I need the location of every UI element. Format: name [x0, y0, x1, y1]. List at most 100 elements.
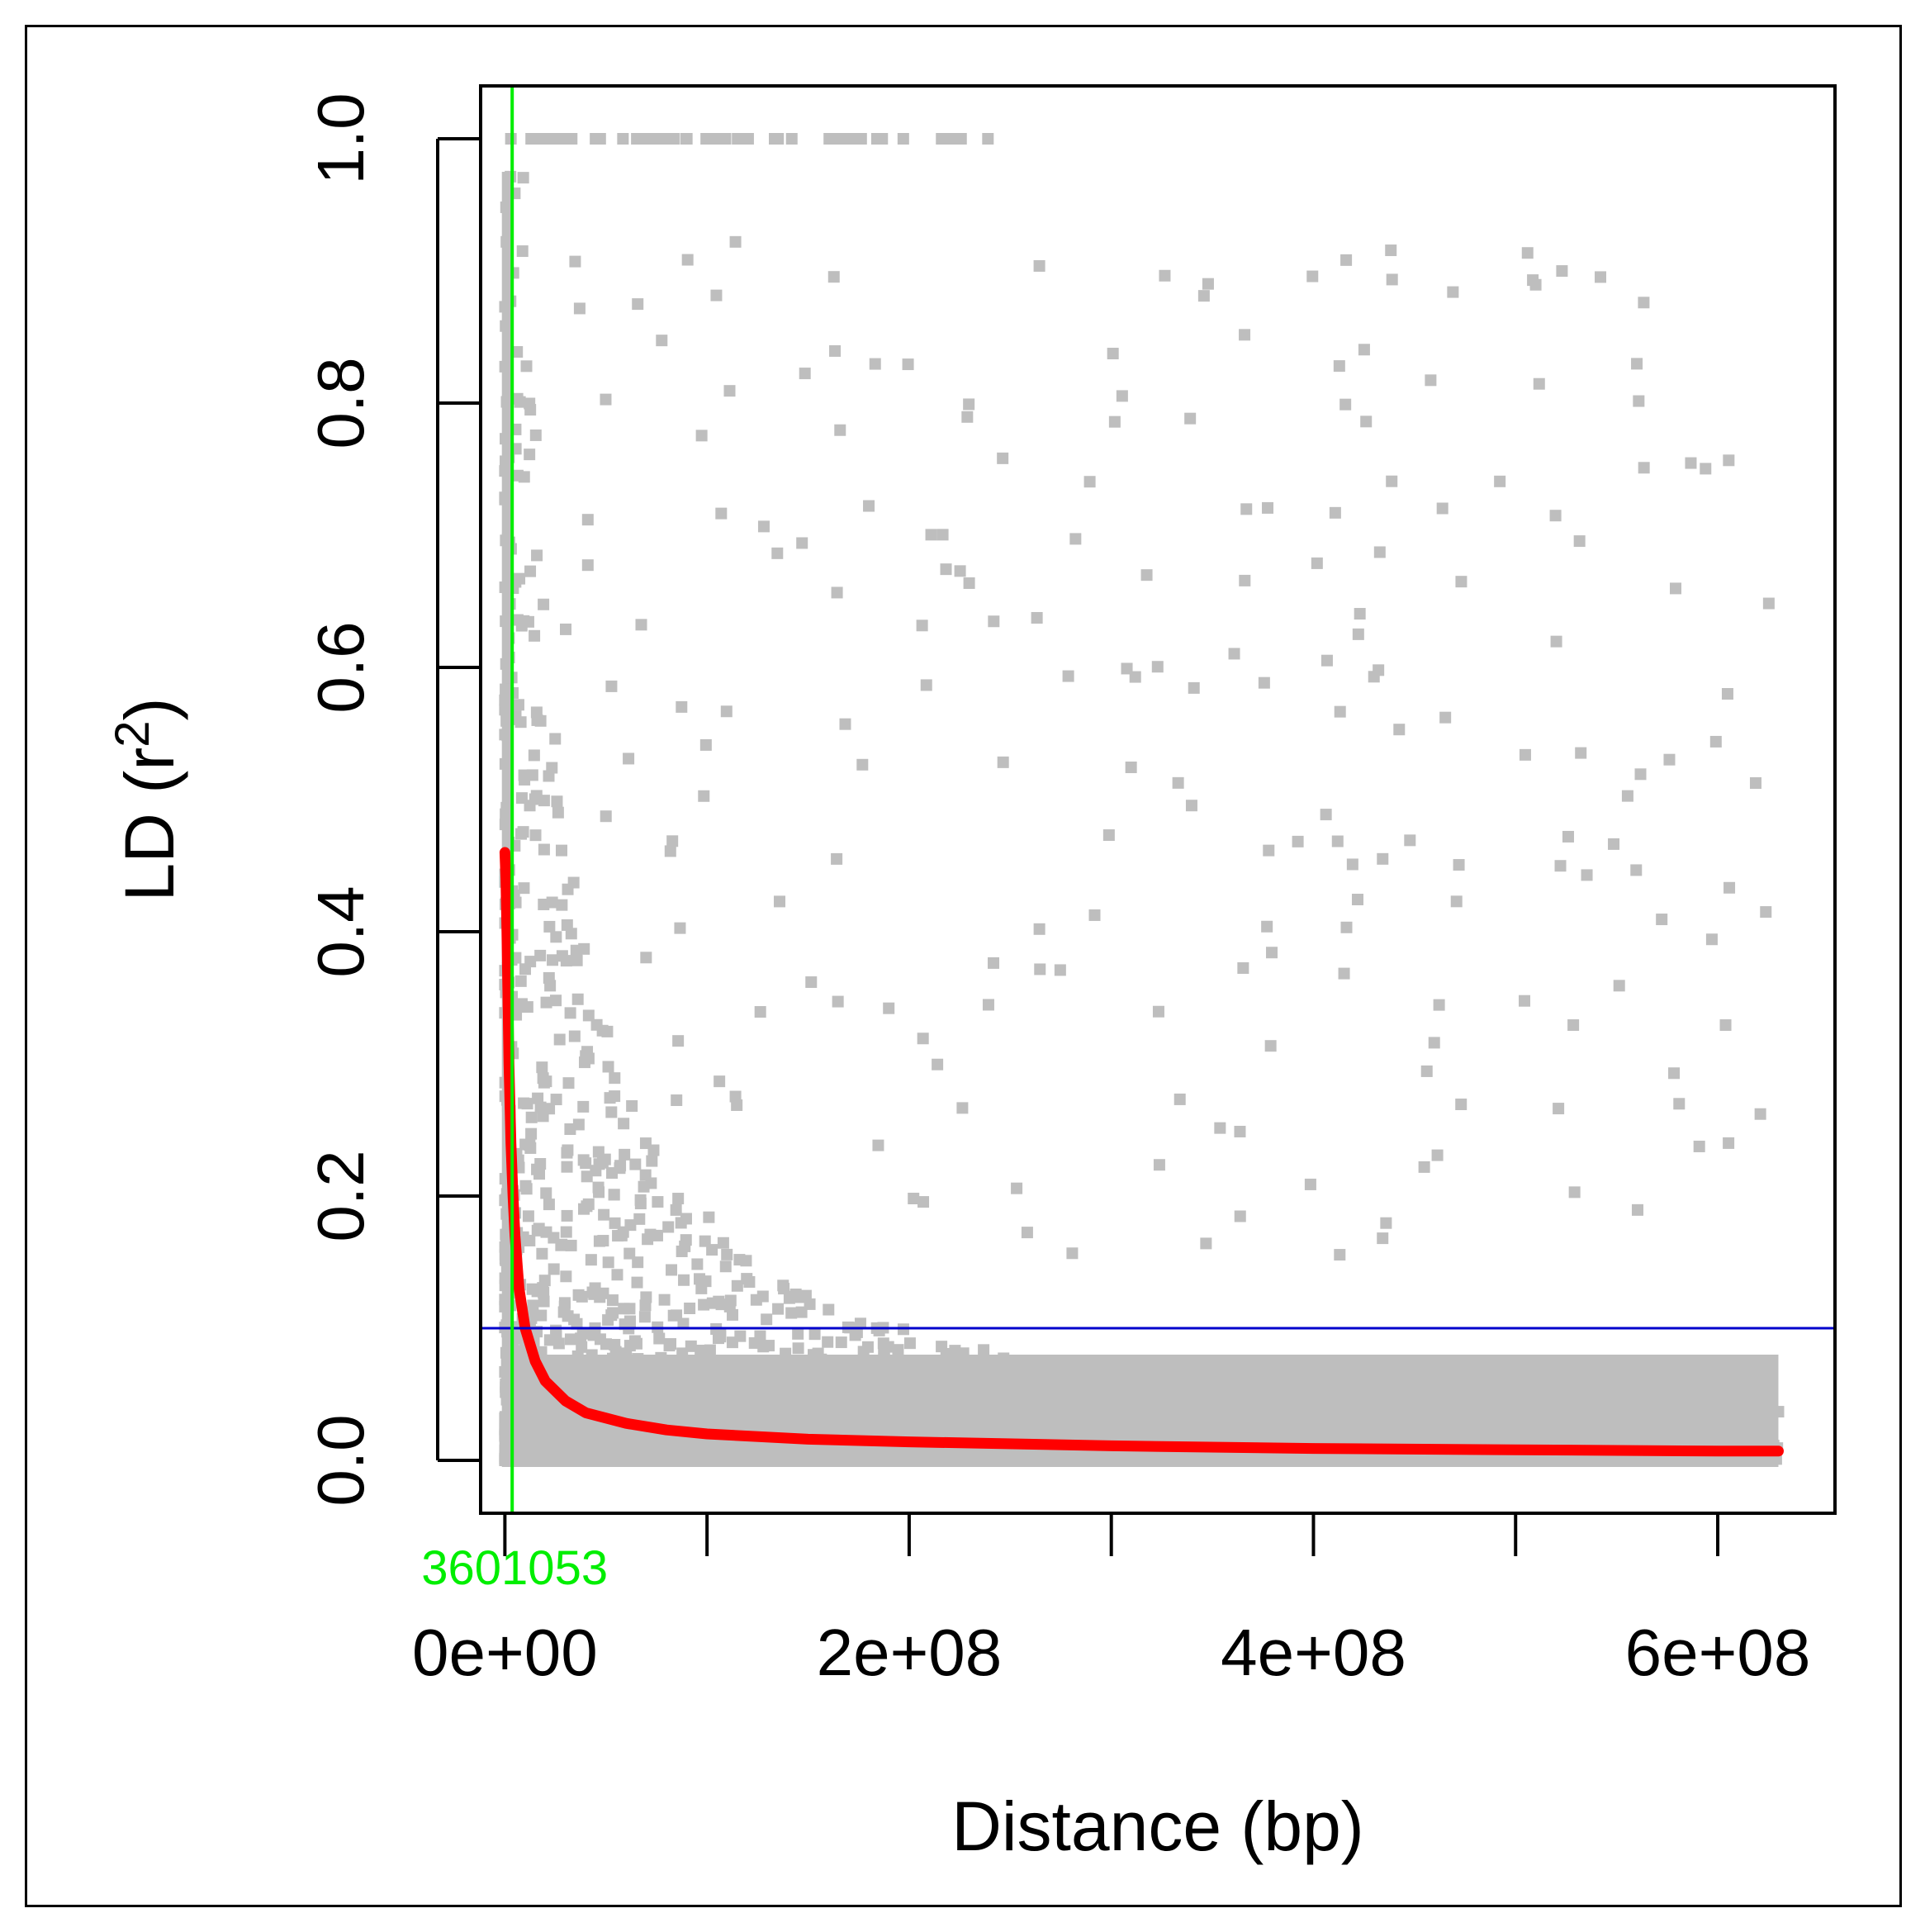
scatter-point — [499, 694, 511, 706]
scatter-point — [1263, 844, 1275, 857]
scatter-point — [1033, 923, 1045, 935]
scatter-point — [1521, 247, 1534, 259]
scatter-point — [572, 1118, 585, 1131]
scatter-point — [556, 844, 568, 857]
scatter-point — [785, 133, 798, 145]
scatter-point — [522, 1210, 534, 1222]
scatter-point — [1228, 648, 1240, 660]
scatter-point — [982, 999, 994, 1011]
scatter-point — [569, 255, 581, 268]
x-tick-label: 0e+00 — [412, 1616, 598, 1689]
scatter-point — [600, 810, 612, 823]
y-axis-title-close: ) — [111, 698, 188, 721]
scatter-point — [1062, 670, 1074, 682]
scatter-point — [1631, 1203, 1643, 1216]
scatter-point — [714, 1331, 727, 1343]
scatter-point — [1172, 776, 1184, 789]
scatter-point — [594, 1333, 606, 1346]
scatter-point — [1633, 395, 1645, 407]
scatter-point — [568, 1030, 581, 1042]
scatter-point — [608, 1189, 620, 1201]
scatter-point — [553, 1033, 566, 1046]
scatter-point — [1088, 909, 1101, 921]
scatter-point — [623, 752, 635, 765]
scatter-point — [578, 942, 590, 955]
scatter-point — [715, 1298, 728, 1311]
scatter-point — [1562, 830, 1574, 843]
scatter-point — [671, 1309, 683, 1322]
scatter-point — [1613, 980, 1625, 992]
scatter-point — [500, 455, 512, 468]
scatter-point — [706, 1297, 718, 1309]
scatter-point — [590, 133, 603, 145]
scatter-point — [499, 360, 511, 373]
scatter-point — [1533, 377, 1545, 390]
scatter-point — [925, 529, 937, 541]
scatter-point — [1721, 687, 1733, 700]
scatter-point — [656, 335, 668, 347]
scatter-point — [1069, 533, 1082, 545]
scatter-point — [501, 729, 514, 742]
scatter-point — [577, 1100, 590, 1113]
scatter-point — [1331, 835, 1344, 847]
scatter-point — [732, 133, 744, 145]
scatter-point — [530, 706, 543, 719]
scatter-point — [529, 829, 542, 842]
scatter-point — [500, 320, 512, 332]
scatter-point — [516, 245, 529, 258]
scatter-point — [1494, 475, 1506, 487]
scatter-point — [1173, 1093, 1186, 1105]
scatter-point — [538, 795, 550, 807]
scatter-point — [917, 1032, 929, 1045]
scatter-point — [1425, 374, 1437, 387]
scatter-point — [1377, 1232, 1389, 1245]
scatter-point — [695, 430, 708, 442]
scatter-point — [1453, 859, 1465, 871]
scatter-point — [525, 1111, 538, 1123]
scatter-point — [723, 385, 736, 397]
scatter-point — [531, 133, 543, 145]
scatter-point — [518, 769, 530, 781]
scatter-point — [719, 1260, 732, 1273]
scatter-point — [1581, 869, 1593, 881]
scatter-point — [731, 1279, 743, 1292]
scatter-point — [573, 302, 586, 315]
scatter-point — [517, 172, 529, 184]
plot-box — [479, 84, 1837, 1515]
scatter-point — [1140, 569, 1153, 581]
scatter-point — [856, 758, 869, 771]
scatter-point — [540, 133, 552, 145]
scatter-point — [1436, 502, 1448, 515]
scatter-point — [1239, 329, 1251, 341]
scatter-point — [1519, 748, 1531, 761]
scatter-point — [1185, 800, 1197, 812]
scatter-point — [1455, 576, 1467, 588]
scatter-point — [1723, 1137, 1735, 1149]
y-axis-title-main: LD (r — [111, 748, 188, 902]
scatter-point — [903, 1337, 916, 1350]
scatter-point — [754, 1006, 766, 1018]
scatter-point — [1670, 582, 1682, 595]
x-tick-label: 4e+08 — [1221, 1616, 1406, 1689]
scatter-point — [936, 133, 948, 145]
scatter-point — [1202, 278, 1214, 290]
scatter-point — [710, 289, 723, 301]
scatter-point — [676, 700, 688, 713]
scatter-point — [602, 1256, 614, 1269]
scatter-point — [1685, 457, 1697, 469]
scatter-point — [581, 514, 594, 526]
scatter-point — [561, 1209, 573, 1222]
scatter-point — [1151, 661, 1164, 673]
scatter-point — [543, 770, 555, 782]
scatter-point — [543, 971, 555, 984]
scatter-point — [1754, 1108, 1766, 1120]
scatter-point — [565, 1239, 577, 1251]
scatter-point — [546, 896, 558, 909]
scatter-point — [1237, 961, 1249, 974]
scatter-point — [916, 619, 928, 632]
scatter-point — [582, 1009, 595, 1022]
y-tick-label: 0.2 — [304, 1150, 377, 1241]
scatter-point — [729, 235, 742, 248]
scatter-point — [572, 1289, 585, 1301]
scatter-point — [629, 1158, 642, 1170]
